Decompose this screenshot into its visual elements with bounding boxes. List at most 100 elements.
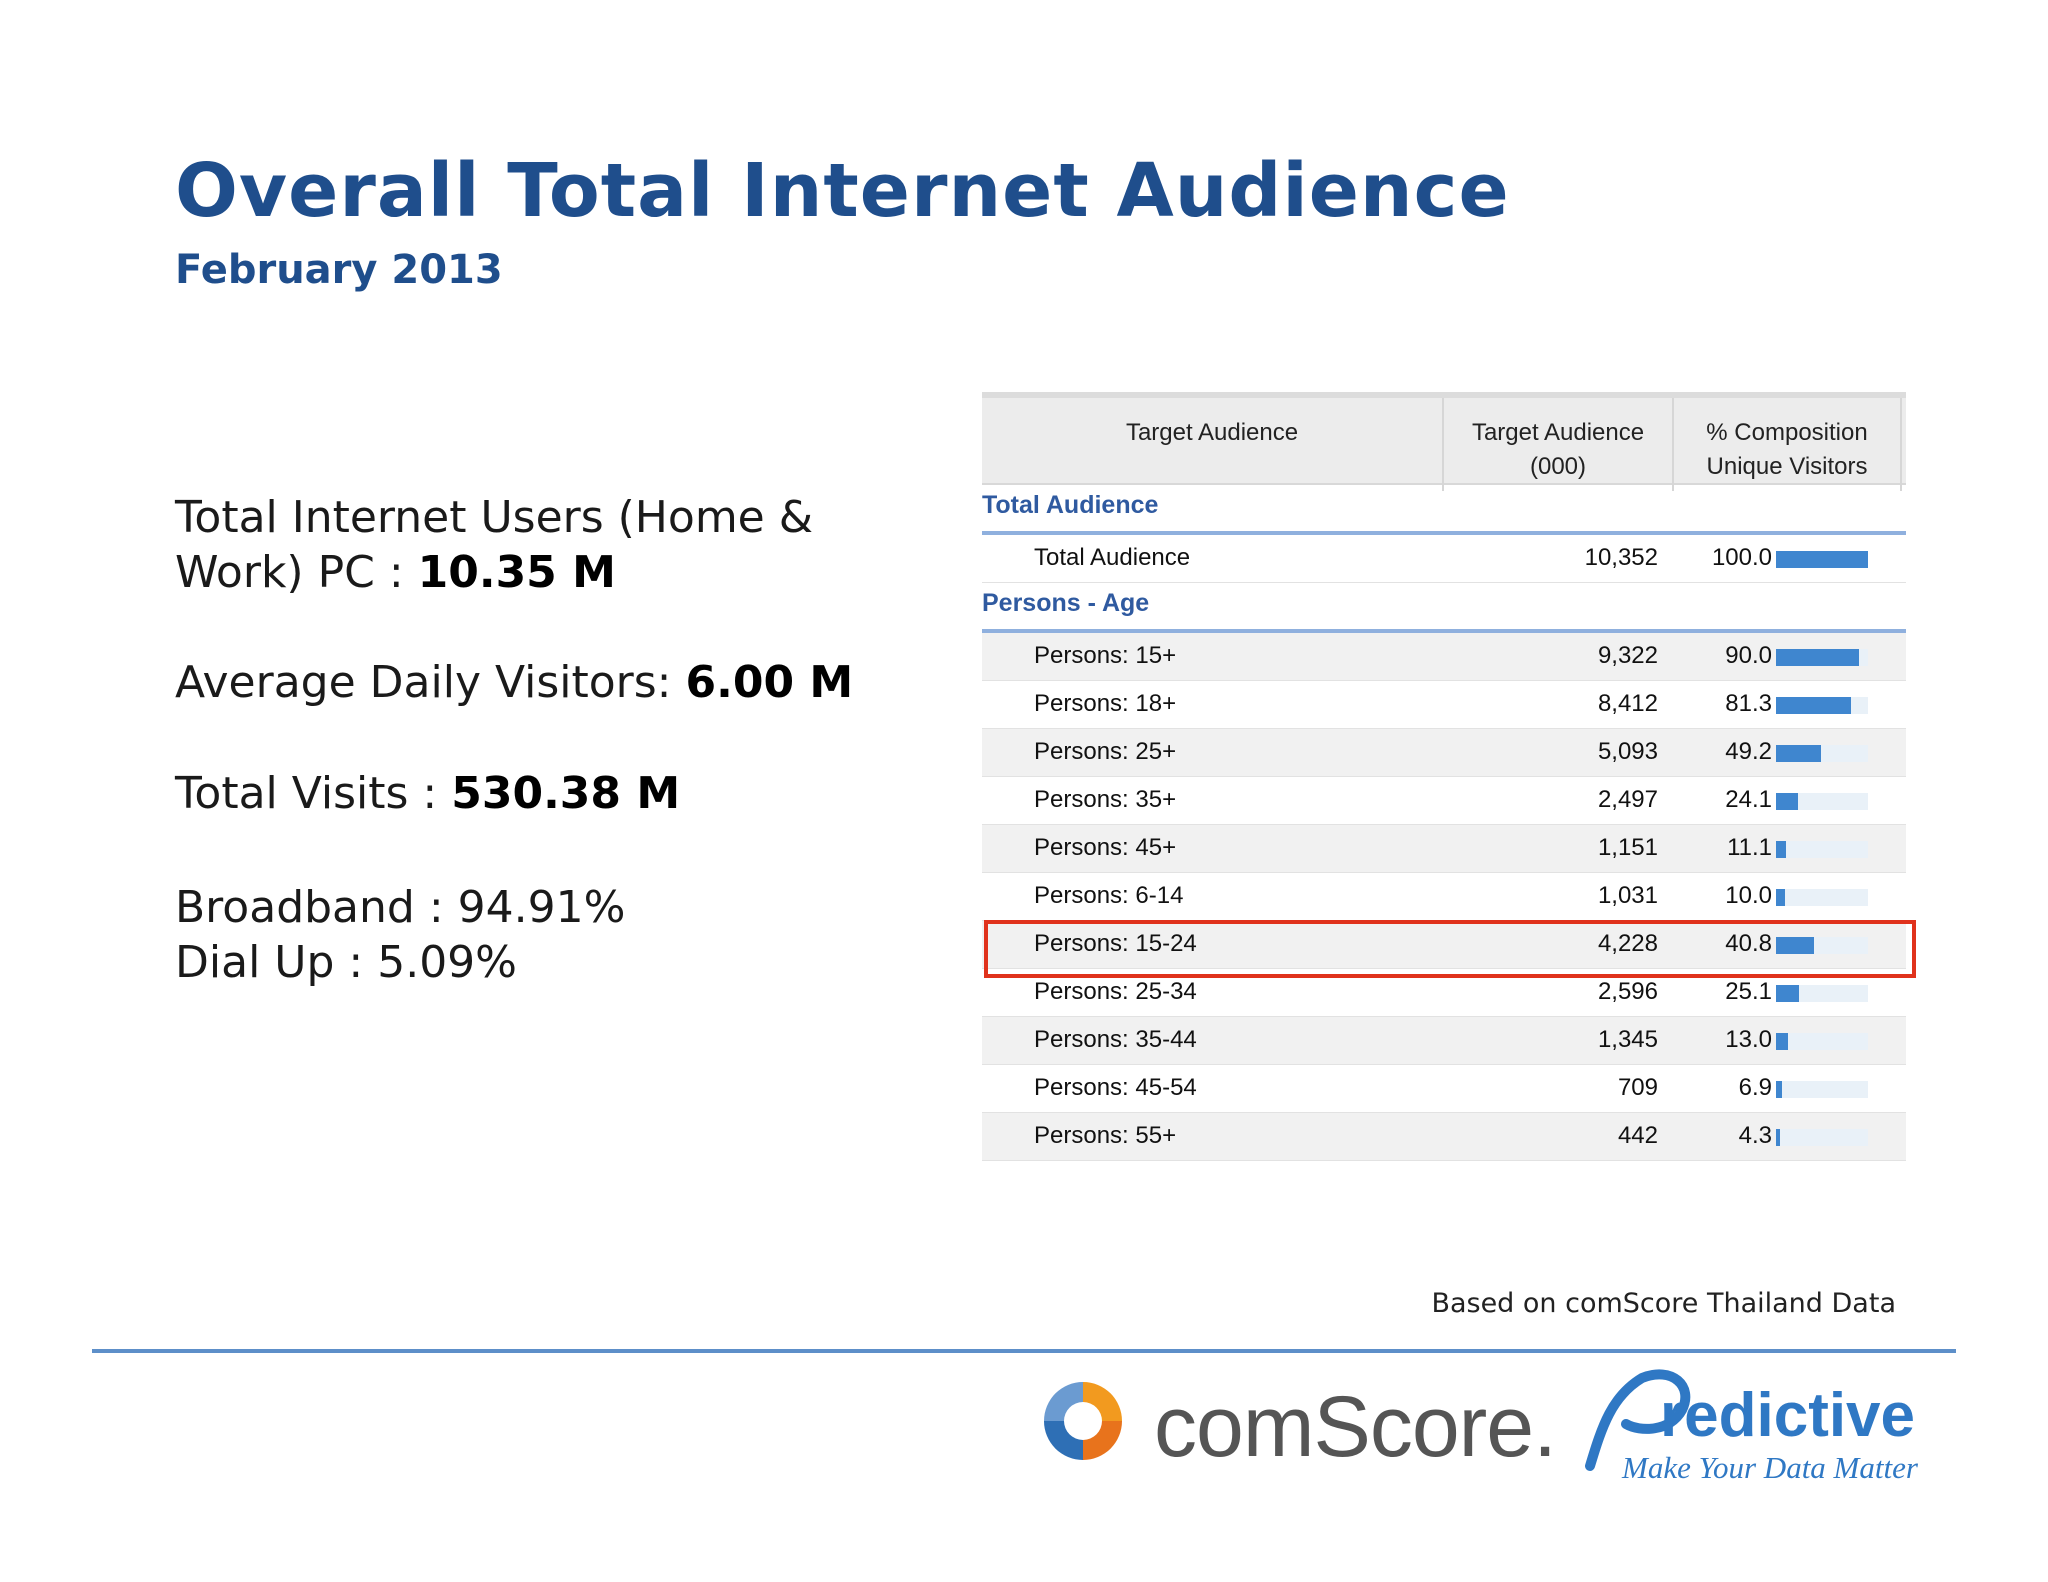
table-row: Persons: 15+ 9,322 90.0 xyxy=(982,633,1906,681)
row-composition-value: 4.3 xyxy=(1738,1122,1772,1149)
composition-bar-track xyxy=(1776,1129,1868,1146)
row-label: Persons: 6-14 xyxy=(1034,882,1184,909)
row-composition-value: 24.1 xyxy=(1725,786,1772,813)
predictive-wordmark: redictive xyxy=(1660,1381,1916,1450)
composition-bar xyxy=(1776,1129,1780,1146)
composition-bar xyxy=(1776,697,1851,714)
composition-bar-track xyxy=(1776,745,1868,762)
table-header: Target Audience Target Audience (000) % … xyxy=(982,392,1906,491)
row-audience-value: 8,412 xyxy=(1597,690,1658,717)
stat-daily-visitors: Average Daily Visitors: 6.00 M xyxy=(175,655,875,710)
row-audience-value: 1,151 xyxy=(1597,834,1658,861)
stat-total-users: Total Internet Users (Home & Work) PC : … xyxy=(175,490,875,600)
section-title: Total Audience xyxy=(982,491,1159,519)
composition-bar xyxy=(1776,889,1785,906)
section-header: Persons - Age xyxy=(982,583,1906,633)
header-target-audience-000: Target Audience (000) xyxy=(1471,419,1645,480)
comscore-wordmark: comScore. xyxy=(1154,1379,1557,1475)
row-label: Persons: 25-34 xyxy=(1034,978,1197,1005)
composition-bar xyxy=(1776,1081,1782,1098)
composition-bar-track xyxy=(1776,985,1868,1002)
header-composition: % Composition Unique Visitors xyxy=(1706,419,1868,480)
stat-daily-visitors-value: 6.00 M xyxy=(685,657,854,708)
row-composition-value: 40.8 xyxy=(1725,930,1772,957)
row-audience-value: 2,497 xyxy=(1597,786,1658,813)
composition-bar-track xyxy=(1776,649,1868,666)
composition-bar xyxy=(1776,649,1859,666)
row-label: Persons: 15+ xyxy=(1034,642,1177,669)
composition-bar-track xyxy=(1776,937,1868,954)
composition-bar xyxy=(1776,551,1868,568)
row-composition-value: 11.1 xyxy=(1727,834,1772,861)
composition-bar xyxy=(1776,793,1798,810)
source-note: Based on comScore Thailand Data xyxy=(1431,1288,1896,1319)
comscore-logo-icon xyxy=(1044,1382,1122,1460)
row-composition-value: 49.2 xyxy=(1725,738,1772,765)
row-audience-value: 709 xyxy=(1617,1074,1658,1101)
stat-total-visits-value: 530.38 M xyxy=(451,768,681,819)
table-row: Persons: 18+ 8,412 81.3 xyxy=(982,681,1906,729)
predictive-logo-icon xyxy=(1585,1369,1691,1471)
stat-total-visits-label: Total Visits : xyxy=(175,768,452,819)
composition-bar-track xyxy=(1776,841,1868,858)
stat-total-users-label: Total Internet Users (Home & Work) PC : xyxy=(175,492,814,598)
composition-bar xyxy=(1776,1033,1788,1050)
header-target-audience: Target Audience xyxy=(1125,419,1299,446)
row-audience-value: 1,031 xyxy=(1597,882,1658,909)
table-row: Persons: 15-24 4,228 40.8 xyxy=(982,921,1906,969)
row-label: Persons: 55+ xyxy=(1034,1122,1177,1149)
composition-bar xyxy=(1776,937,1814,954)
row-label: Persons: 25+ xyxy=(1034,738,1177,765)
section-title: Persons - Age xyxy=(982,589,1150,617)
composition-bar-track xyxy=(1776,551,1868,568)
page-title: Overall Total Internet Audience xyxy=(175,148,1510,234)
row-label: Persons: 18+ xyxy=(1034,690,1177,717)
composition-bar xyxy=(1776,841,1786,858)
row-composition-value: 90.0 xyxy=(1725,642,1772,669)
predictive-tagline: Make Your Data Matter xyxy=(1622,1450,1918,1485)
row-audience-value: 2,596 xyxy=(1597,978,1658,1005)
row-composition-value: 81.3 xyxy=(1725,690,1772,717)
stat-total-users-value: 10.35 M xyxy=(417,547,616,598)
row-composition-value: 13.0 xyxy=(1725,1026,1772,1053)
stat-daily-visitors-label: Average Daily Visitors: xyxy=(175,657,686,708)
stat-total-visits: Total Visits : 530.38 M xyxy=(175,766,875,821)
table-row: Persons: 45-54 709 6.9 xyxy=(982,1065,1906,1113)
composition-bar-track xyxy=(1776,1033,1868,1050)
highlight-box xyxy=(984,920,1916,978)
row-audience-value: 4,228 xyxy=(1597,930,1658,957)
row-label: Persons: 45+ xyxy=(1034,834,1177,861)
composition-bar xyxy=(1776,745,1821,762)
composition-bar-track xyxy=(1776,1081,1868,1098)
row-audience-value: 9,322 xyxy=(1597,642,1658,669)
composition-bar-track xyxy=(1776,889,1868,906)
row-label: Persons: 35-44 xyxy=(1034,1026,1197,1053)
row-label: Persons: 15-24 xyxy=(1034,930,1197,957)
row-composition-value: 25.1 xyxy=(1725,978,1772,1005)
page-subtitle: February 2013 xyxy=(175,247,503,293)
table-row: Persons: 25-34 2,596 25.1 xyxy=(982,969,1906,1017)
stat-broadband: Broadband : 94.91% xyxy=(175,882,626,933)
row-audience-value: 442 xyxy=(1617,1122,1658,1149)
table-row: Persons: 25+ 5,093 49.2 xyxy=(982,729,1906,777)
row-label: Total Audience xyxy=(1034,544,1191,571)
stat-dialup: Dial Up : 5.09% xyxy=(175,937,517,988)
row-audience-value: 10,352 xyxy=(1584,544,1658,571)
footer-rule xyxy=(92,1349,1956,1353)
row-audience-value: 5,093 xyxy=(1597,738,1658,765)
table-row: Persons: 55+ 442 4.3 xyxy=(982,1113,1906,1161)
section-header: Total Audience xyxy=(982,485,1906,535)
row-composition-value: 10.0 xyxy=(1725,882,1772,909)
row-audience-value: 1,345 xyxy=(1597,1026,1658,1053)
table-row: Persons: 35+ 2,497 24.1 xyxy=(982,777,1906,825)
composition-bar xyxy=(1776,985,1799,1002)
composition-bar-track xyxy=(1776,697,1868,714)
row-composition-value: 6.9 xyxy=(1738,1074,1772,1101)
table-row: Total Audience 10,352 100.0 xyxy=(982,535,1906,583)
row-label: Persons: 45-54 xyxy=(1034,1074,1197,1101)
row-label: Persons: 35+ xyxy=(1034,786,1177,813)
composition-bar-track xyxy=(1776,793,1868,810)
table-row: Persons: 45+ 1,151 11.1 xyxy=(982,825,1906,873)
table-row: Persons: 6-14 1,031 10.0 xyxy=(982,873,1906,921)
table-row: Persons: 35-44 1,345 13.0 xyxy=(982,1017,1906,1065)
